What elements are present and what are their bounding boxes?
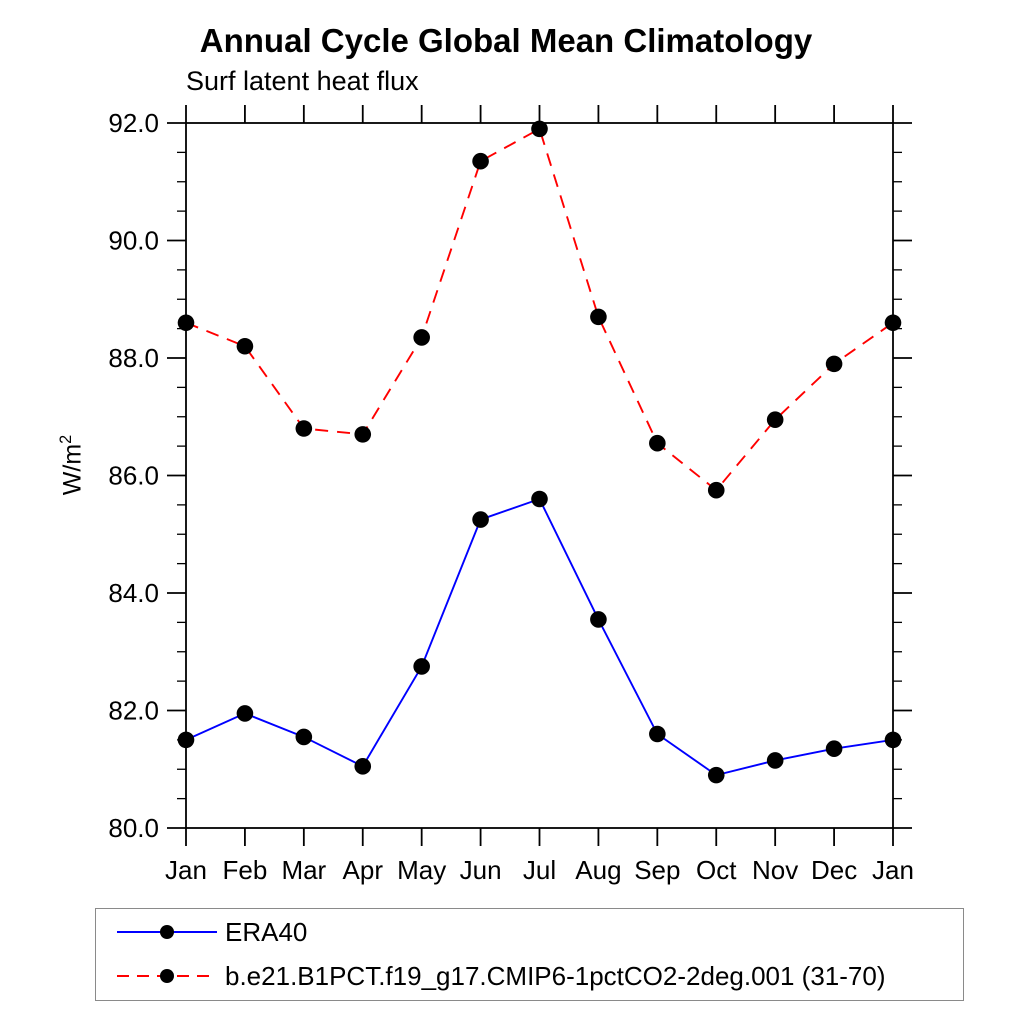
series-line-era40 (185, 497, 894, 777)
data-point (354, 426, 372, 443)
chart-subtitle: Surf latent heat flux (186, 66, 419, 96)
legend-entry-era40: ERA40 (117, 917, 307, 947)
y-axis-tick-label: 86.0 (108, 461, 159, 491)
data-point (590, 308, 607, 326)
data-point (649, 725, 666, 743)
chart-title: Annual Cycle Global Mean Climatology (199, 22, 813, 59)
data-point (413, 658, 430, 675)
x-axis-tick-label: Oct (696, 855, 737, 885)
data-point (295, 728, 313, 746)
y-axis-tick-label: 82.0 (108, 696, 159, 726)
x-axis-tick-label: Jan (165, 855, 207, 885)
data-point (472, 152, 489, 170)
x-axis-tick-label: Apr (343, 855, 384, 885)
data-point (707, 481, 725, 499)
x-axis-tick-label: Jun (460, 855, 502, 885)
series-line-model (185, 127, 894, 492)
data-point (177, 731, 195, 749)
data-point (472, 511, 489, 528)
legend-entry-model: b.e21.B1PCT.f19_g17.CMIP6-1pctCO2-2deg.0… (117, 961, 886, 991)
legend: ERA40 b.e21.B1PCT.f19_g17.CMIP6-1pctCO2-… (95, 908, 964, 1001)
x-axis-tick-label: Nov (752, 855, 798, 885)
x-axis-tick-label: May (397, 855, 446, 885)
data-point (236, 337, 254, 355)
data-point (649, 434, 666, 452)
data-point (825, 740, 843, 757)
x-axis-tick-label: Feb (223, 855, 268, 885)
data-point (590, 611, 607, 628)
data-point (413, 329, 430, 346)
legend-line-sample-dashed (117, 969, 217, 983)
y-axis-tick-label: 84.0 (108, 578, 159, 608)
y-axis-tick-label: 90.0 (108, 226, 159, 256)
x-axis-tick-label: Mar (281, 855, 326, 885)
data-point (295, 420, 313, 437)
data-point (766, 752, 784, 769)
x-axis-tick-label: Dec (811, 855, 857, 885)
y-axis-tick-label: 92.0 (108, 108, 159, 138)
x-axis-tick-label: Jan (872, 855, 914, 885)
data-point (707, 766, 725, 784)
legend-label-model: b.e21.B1PCT.f19_g17.CMIP6-1pctCO2-2deg.0… (225, 960, 886, 991)
legend-label-era40: ERA40 (225, 916, 308, 947)
data-point (825, 355, 843, 373)
y-axis-tick-label: 80.0 (108, 813, 159, 843)
data-point (531, 490, 548, 508)
x-axis-tick-label: Sep (634, 855, 680, 885)
x-axis-tick-label: Aug (575, 855, 621, 885)
data-point (884, 314, 902, 332)
data-point (531, 120, 548, 138)
data-point (177, 314, 195, 332)
y-axis-tick-label: 88.0 (108, 343, 159, 373)
x-axis-tick-label: Jul (523, 855, 556, 885)
data-point (884, 731, 902, 749)
legend-line-sample-solid (117, 925, 217, 939)
plot-border (185, 122, 894, 829)
data-point (766, 411, 784, 428)
data-point (354, 758, 372, 775)
data-point (236, 705, 254, 722)
